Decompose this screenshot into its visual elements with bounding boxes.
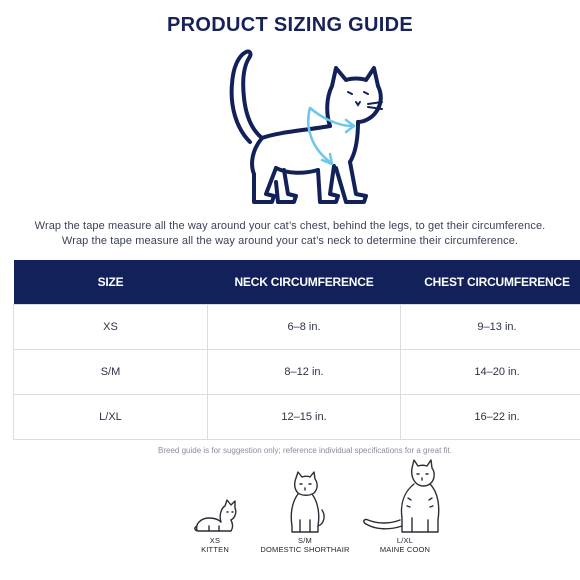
chest-instruction: Wrap the tape measure all the way around…	[34, 220, 546, 232]
table-row: XS 6–8 in. 9–13 in.	[13, 303, 580, 350]
breed-name-label: DOMESTIC SHORTHAIR	[260, 545, 350, 554]
neck-instruction: Wrap the tape measure all the way around…	[61, 235, 519, 247]
measurement-instructions: Wrap the tape measure all the way around…	[0, 219, 580, 249]
size-cell: L/XL	[13, 393, 208, 440]
chest-cell: 14–20 in.	[400, 348, 580, 395]
table-header-row: SIZE NECK CIRCUMFERENCE CHEST CIRCUMFERE…	[13, 260, 580, 304]
header-size: SIZE	[13, 260, 208, 304]
breed-xs: XS KITTEN	[185, 496, 245, 554]
neck-cell: 12–15 in.	[207, 393, 401, 440]
breed-size-label: XS	[209, 536, 221, 545]
cat-measurement-illustration	[229, 49, 383, 204]
breed-name-label: MAINE COON	[379, 545, 431, 554]
size-cell: XS	[13, 303, 208, 350]
size-cell: S/M	[13, 348, 208, 395]
header-neck-circumference: NECK CIRCUMFERENCE	[207, 260, 401, 304]
neck-cell: 8–12 in.	[207, 348, 401, 395]
table-row: L/XL 12–15 in. 16–22 in.	[13, 393, 580, 440]
breed-sm: S/M DOMESTIC SHORTHAIR	[250, 470, 360, 554]
page-title: PRODUCT SIZING GUIDE	[166, 14, 413, 36]
neck-cell: 6–8 in.	[207, 303, 401, 350]
breed-name-label: KITTEN	[201, 545, 229, 554]
chest-cell: 16–22 in.	[400, 393, 580, 440]
sizing-table: SIZE NECK CIRCUMFERENCE CHEST CIRCUMFERE…	[13, 260, 580, 440]
breed-lxl: L/XL MAINE COON	[350, 458, 460, 554]
header-chest-circumference: CHEST CIRCUMFERENCE	[400, 260, 580, 304]
maine-coon-icon	[363, 459, 440, 533]
shorthair-cat-icon	[290, 471, 325, 533]
breed-size-label: S/M	[298, 536, 312, 545]
kitten-icon	[194, 499, 237, 532]
table-row: S/M 8–12 in. 14–20 in.	[13, 348, 580, 395]
breed-guide-note: Breed guide is for suggestion only; refe…	[158, 446, 452, 455]
breed-size-label: L/XL	[396, 536, 414, 545]
chest-cell: 9–13 in.	[400, 303, 580, 350]
